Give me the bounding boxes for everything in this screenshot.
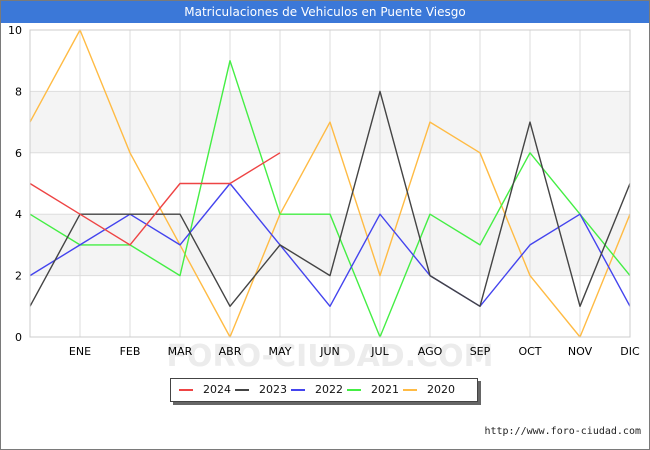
legend-label: 2023 [259, 383, 287, 396]
chart-legend: 2024 2023 2022 2021 2020 [170, 378, 478, 402]
y-tick-label: 0 [15, 331, 22, 344]
series-line-2020 [29, 29, 631, 338]
legend-label: 2020 [427, 383, 455, 396]
y-tick-label: 6 [15, 147, 22, 160]
x-tick-label: JUL [370, 345, 389, 358]
x-tick-label: JUN [319, 345, 340, 358]
legend-swatch [291, 389, 305, 391]
legend-label: 2022 [315, 383, 343, 396]
legend-swatch [403, 389, 417, 391]
legend-swatch [179, 389, 193, 391]
legend-swatch [235, 389, 249, 391]
x-tick-label: MAR [168, 345, 193, 358]
legend-label: 2021 [371, 383, 399, 396]
legend-swatch [347, 389, 361, 391]
legend-label: 2024 [203, 383, 231, 396]
watermark: FORO-CIUDAD.COM [167, 339, 494, 374]
x-tick-label: ABR [219, 345, 242, 358]
x-tick-label: SEP [470, 345, 491, 358]
chart-title: Matriculaciones de Vehiculos en Puente V… [1, 1, 649, 23]
y-tick-label: 8 [15, 85, 22, 98]
y-tick-label: 10 [8, 24, 22, 37]
x-tick-label: FEB [120, 345, 141, 358]
x-tick-label: OCT [518, 345, 541, 358]
y-tick-label: 4 [15, 208, 22, 221]
footer-url: http://www.foro-ciudad.com [484, 426, 641, 437]
series-line-2023 [29, 90, 631, 307]
x-tick-label: AGO [418, 345, 443, 358]
y-tick-label: 2 [15, 270, 22, 283]
x-tick-label: MAY [269, 345, 292, 358]
x-tick-label: NOV [568, 345, 593, 358]
series-line-2024 [29, 152, 281, 246]
x-tick-label: ENE [69, 345, 91, 358]
plot-border [29, 29, 631, 338]
x-tick-label: DIC [620, 345, 640, 358]
